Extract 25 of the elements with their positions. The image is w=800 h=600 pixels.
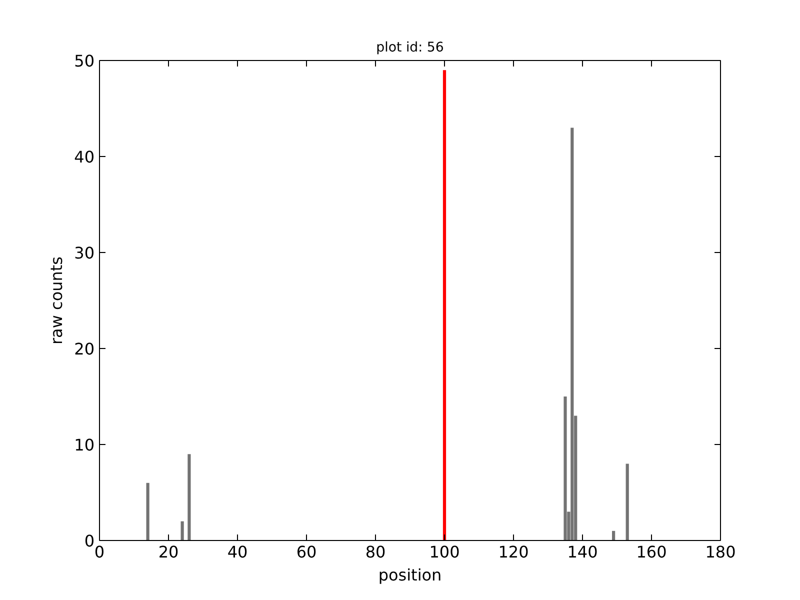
bar xyxy=(188,454,191,540)
bar xyxy=(570,128,574,540)
y-axis-title: raw counts xyxy=(47,256,66,345)
bar xyxy=(612,530,616,540)
bar xyxy=(146,482,150,540)
y-tick-label: 10 xyxy=(74,436,94,454)
bar xyxy=(626,464,629,540)
bar xyxy=(564,396,567,540)
x-axis-title: position xyxy=(378,566,442,584)
x-tick-label: 80 xyxy=(365,542,386,562)
x-tick-label: 100 xyxy=(429,542,460,562)
y-tick-label: 40 xyxy=(74,148,94,166)
x-tick-label: 60 xyxy=(296,542,317,562)
bar xyxy=(442,70,446,540)
x-tick-label: 180 xyxy=(705,542,736,562)
x-tick-label: 40 xyxy=(227,542,248,562)
y-tick-label: 20 xyxy=(74,340,94,358)
chart-title: plot id: 56 xyxy=(376,40,444,56)
x-tick-label: 140 xyxy=(567,542,598,562)
x-tick-label: 120 xyxy=(498,542,529,562)
x-tick-label: 160 xyxy=(636,542,667,562)
y-tick-label: 50 xyxy=(74,52,94,70)
y-tick-label: 30 xyxy=(74,244,94,262)
bar xyxy=(180,521,184,540)
x-tick-label: 20 xyxy=(158,542,179,562)
